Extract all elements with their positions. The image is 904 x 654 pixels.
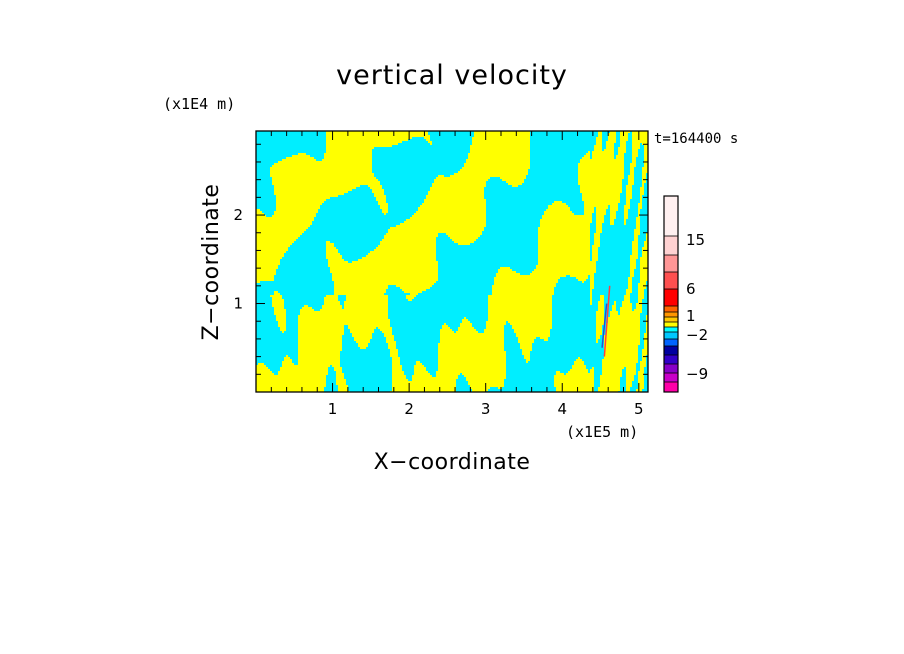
colorbar-tick-label: −9 [686, 365, 708, 383]
colorbar-segment [664, 332, 678, 339]
y-scale-label: (x1E4 m) [163, 95, 235, 113]
y-axis-label: Z−coordinate [199, 184, 224, 341]
colorbar-segment [664, 236, 678, 255]
colorbar-tick-label: −2 [686, 326, 708, 344]
plot-frame [255, 130, 649, 393]
y-tick-label: 2 [233, 206, 243, 224]
colorbar-tick-labels: 15 6 1−2 −9 [686, 231, 708, 383]
colorbar-tick-label: 15 [686, 231, 705, 249]
colorbar-segment [664, 355, 678, 364]
x-scale-label: (x1E5 m) [566, 423, 638, 441]
y-tick-label: 1 [233, 295, 243, 313]
colorbar-segment [664, 255, 678, 272]
contour-field [256, 131, 648, 392]
colorbar-segment [664, 196, 678, 236]
colorbar-segment [664, 272, 678, 289]
colorbar-segment [664, 373, 678, 382]
x-axis-label: X−coordinate [374, 450, 531, 475]
colorbar-segment [664, 306, 678, 312]
axis-ticks [255, 131, 648, 393]
x-tick-label: 1 [328, 400, 338, 418]
colorbar-segment [664, 312, 678, 317]
chart-title: vertical velocity [336, 60, 568, 91]
colorbar-tick-label: 6 [686, 280, 696, 298]
colorbar-segment [664, 289, 678, 306]
x-tick-label: 3 [481, 400, 491, 418]
colorbar-segment [664, 327, 678, 332]
y-tick-labels: 12 [233, 206, 243, 312]
colorbar-segment [664, 317, 678, 322]
colorbar-segment [664, 364, 678, 373]
x-tick-label: 4 [557, 400, 567, 418]
colorbar [663, 195, 679, 393]
x-tick-labels: 1 2 3 4 5 [328, 400, 644, 418]
colorbar-segment [664, 322, 678, 327]
time-label: t=164400 s [654, 131, 738, 147]
x-tick-label: 2 [404, 400, 414, 418]
colorbar-segment [664, 382, 678, 392]
colorbar-tick-label: 1 [686, 307, 696, 325]
colorbar-segment [664, 339, 678, 346]
colorbar-segment [664, 346, 678, 355]
x-tick-label: 5 [634, 400, 644, 418]
